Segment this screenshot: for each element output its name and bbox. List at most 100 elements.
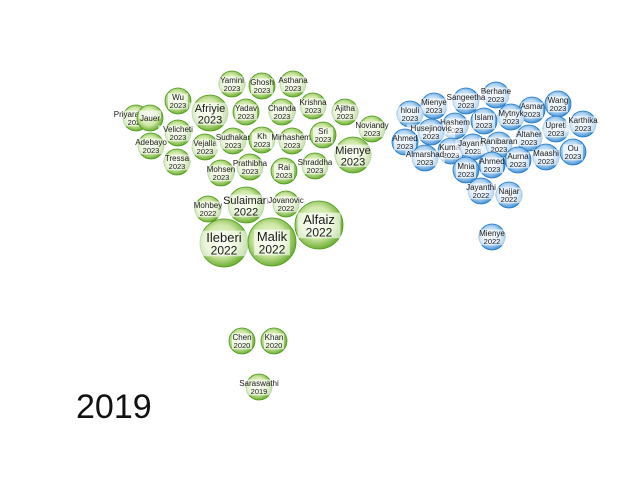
bubble-name: Wang	[548, 96, 569, 105]
bubble-year: 2023	[402, 114, 419, 123]
bubble-name: Rai	[278, 163, 290, 172]
bubble-year: 2023	[538, 157, 555, 166]
bubble-name: Sudhakar	[216, 133, 251, 142]
bubble-name: Chen	[232, 333, 251, 342]
bubble-name: Yadav	[235, 104, 257, 113]
bubble-label-bg	[235, 104, 257, 121]
bubble-green-5[interactable]: Jauer	[136, 104, 164, 132]
bubble-year: 2023	[491, 145, 508, 154]
bubble-name: Kumar	[439, 143, 463, 152]
bubble-label-bg	[266, 196, 306, 213]
bubble-label-bg	[194, 201, 222, 218]
bubble-label-bg	[198, 230, 250, 257]
bubble-name: Ahmed	[479, 157, 504, 166]
bubble-year: 2023	[476, 121, 493, 130]
bubble-name: Jovanovic	[268, 196, 304, 205]
bubble-label-bg	[297, 98, 329, 115]
bubble-year: 2023	[307, 166, 324, 175]
bubble-name: Karthika	[568, 116, 598, 125]
bubble-label-bg	[405, 150, 445, 167]
bubble-label-bg	[277, 76, 309, 93]
bubble-year: 2023	[170, 133, 187, 142]
bubble-year: 2023	[484, 165, 501, 174]
bubble-name: Asthana	[278, 76, 308, 85]
bubble-year: 2023	[397, 142, 414, 151]
bubble-year: 2023	[426, 106, 443, 115]
bubble-name: Ajitha	[335, 104, 356, 113]
bubble-year: 2023	[242, 167, 259, 176]
bubble-year: 2022	[473, 191, 490, 200]
bubble-year: 2023	[423, 132, 440, 141]
bubble-year: 2022	[306, 225, 333, 239]
bubble-label-bg	[270, 133, 314, 150]
bubble-name: Ghosh	[250, 78, 274, 87]
bubble-name: Chanda	[268, 104, 297, 113]
bubble-year: 2023	[417, 158, 434, 167]
bubble-name: Vejalla	[193, 139, 217, 148]
bubble-label-bg	[532, 149, 560, 166]
bubble-year: 2022	[484, 237, 501, 246]
bubble-label-bg	[251, 78, 273, 95]
bubble-label-bg	[218, 76, 246, 93]
bubble-name: Yamini	[220, 76, 244, 85]
bubble-year: 2020	[234, 341, 251, 350]
bubble-label-bg	[478, 229, 506, 246]
bubble-year: 2023	[285, 84, 302, 93]
